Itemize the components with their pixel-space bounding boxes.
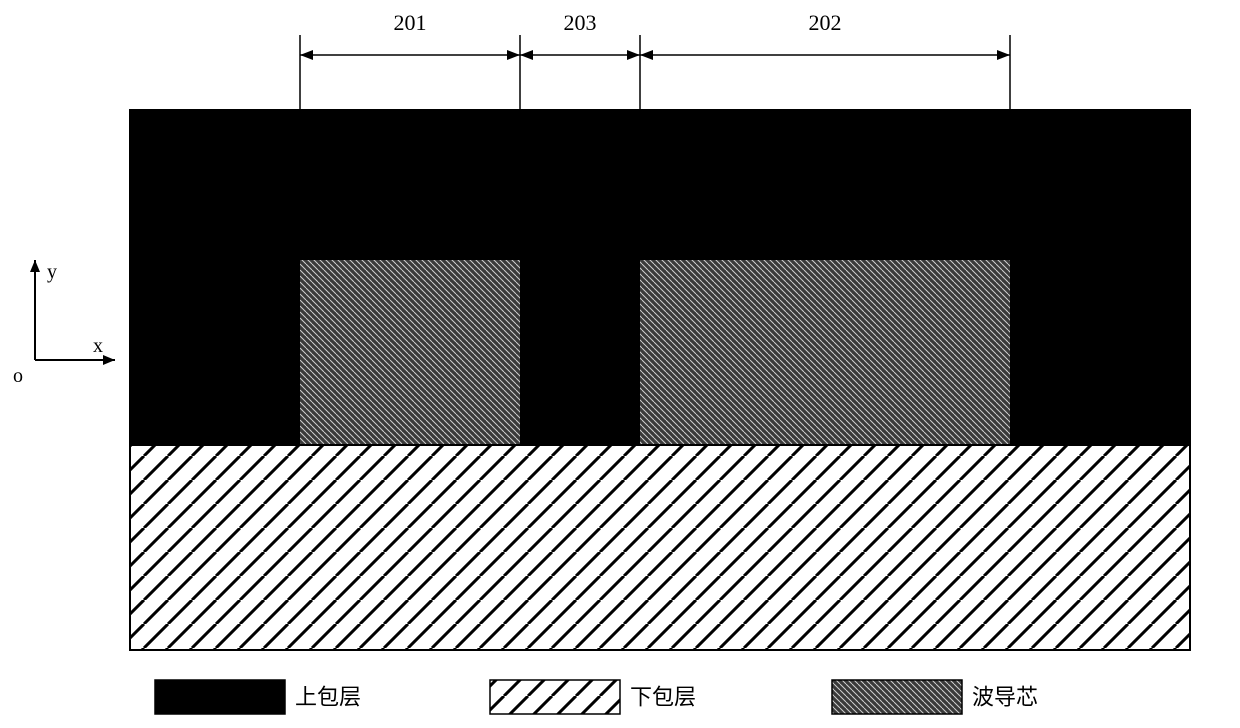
legend: 上包层 下包层 波导芯 (155, 680, 1038, 714)
axis-label-o: o (13, 365, 23, 387)
lower-cladding-region (130, 445, 1190, 650)
dim-label-202: 202 (809, 10, 842, 35)
legend-label-lower: 下包层 (630, 684, 696, 709)
legend-swatch-core (832, 680, 962, 714)
legend-swatch-upper (155, 680, 285, 714)
legend-label-upper: 上包层 (295, 684, 361, 709)
dimension-lines: 201 203 202 (300, 10, 1010, 110)
axis-label-x: x (93, 335, 103, 357)
legend-swatch-lower (490, 680, 620, 714)
legend-label-core: 波导芯 (972, 684, 1038, 709)
cross-section (130, 110, 1190, 650)
dim-label-201: 201 (394, 10, 427, 35)
waveguide-core-left (300, 260, 520, 445)
waveguide-core-right (640, 260, 1010, 445)
axis-indicator: y x o (13, 260, 115, 387)
dim-label-203: 203 (564, 10, 597, 35)
axis-label-y: y (47, 261, 57, 283)
